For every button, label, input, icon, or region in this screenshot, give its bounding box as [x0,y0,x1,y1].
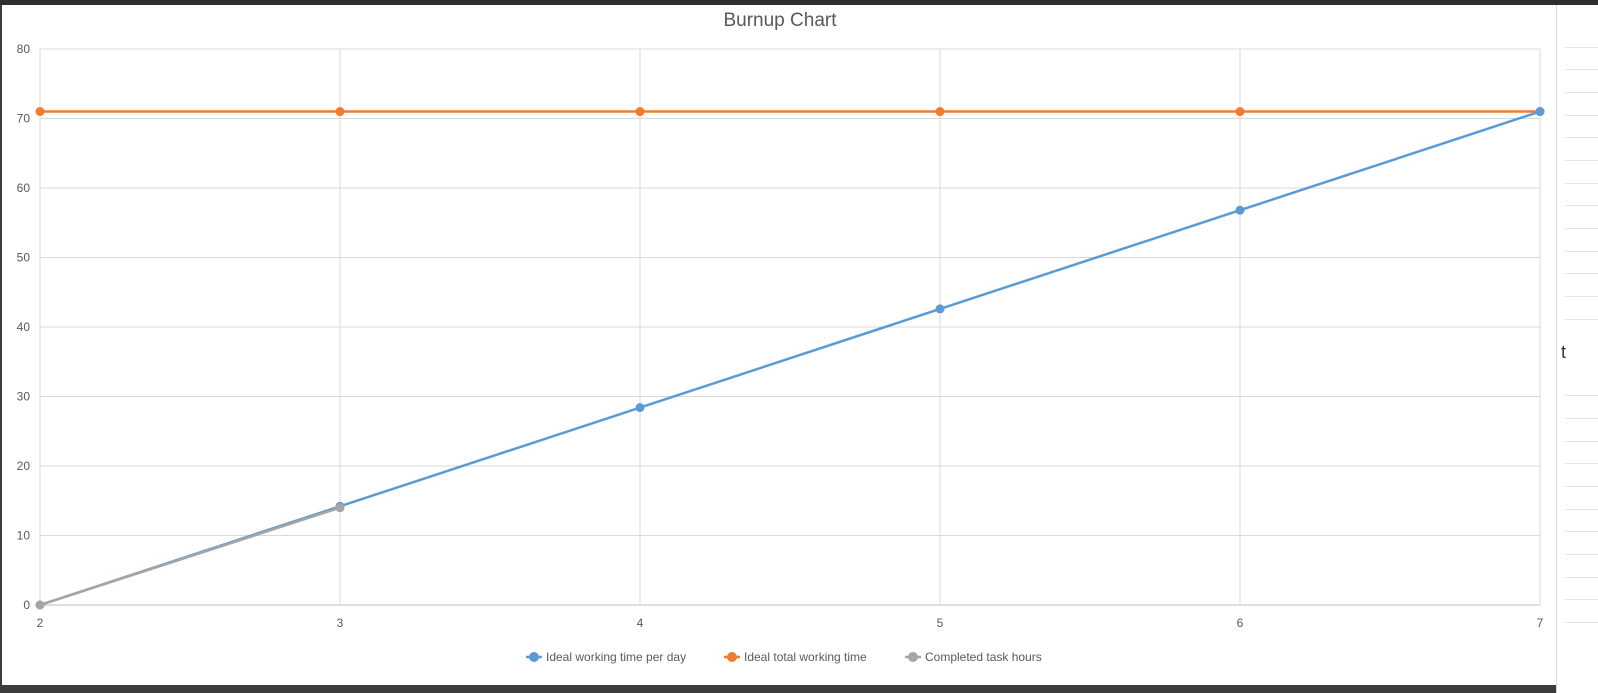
data-point-ideal-total-working-time[interactable] [1235,107,1245,117]
top-ruler [0,0,1598,5]
legend-label-ideal-total-working-time: Ideal total working time [744,650,867,664]
legend: Ideal working time per day Ideal total wo… [526,650,1042,664]
chart-area[interactable]: 0 10 20 30 40 50 60 70 80 2 3 4 5 6 7 Burnup Chart Ide… [2,5,1556,685]
y-tick-label: 60 [17,181,31,195]
series-layer [35,107,1545,610]
data-point-ideal-total-working-time[interactable] [935,107,945,117]
data-point-ideal-working-time-per-day[interactable] [1235,205,1245,215]
series-line-completed-task-hours[interactable] [39,506,341,607]
y-tick-label: 10 [17,529,31,543]
data-point-ideal-total-working-time[interactable] [635,107,645,117]
data-point-ideal-working-time-per-day[interactable] [635,403,645,413]
y-tick-label: 20 [17,459,31,473]
y-tick-label: 50 [17,251,31,265]
legend-label-ideal-working-time-per-day: Ideal working time per day [546,650,686,664]
y-tick-label: 0 [23,598,30,612]
chart-title: Burnup Chart [723,10,837,31]
data-point-completed-task-hours[interactable] [335,503,345,513]
x-tick-label: 7 [1537,616,1544,630]
x-tick-label: 5 [937,616,944,630]
x-tick-label: 4 [637,616,644,630]
data-point-ideal-total-working-time[interactable] [35,107,45,117]
legend-swatch-marker-ideal-total-working-time [727,652,737,662]
gutter-partial-text: t [1561,342,1567,362]
right-gutter [1556,5,1598,693]
x-tick-label: 6 [1237,616,1244,630]
axis-layer: 0 10 20 30 40 50 60 70 80 2 3 4 5 6 7 [17,42,1544,630]
legend-label-completed-task-hours: Completed task hours [925,650,1042,664]
data-point-completed-task-hours[interactable] [35,600,45,610]
legend-swatch-marker-ideal-working-time-per-day [529,652,539,662]
legend-swatch-marker-completed-task-hours [908,652,918,662]
y-tick-label: 80 [17,42,31,56]
grid-layer [39,48,1541,606]
burnup-chart: 0 10 20 30 40 50 60 70 80 2 3 4 5 6 7 Burnup Chart Ide… [17,10,1545,664]
x-tick-label: 2 [37,616,44,630]
data-point-ideal-working-time-per-day[interactable] [1535,107,1545,117]
data-point-ideal-working-time-per-day[interactable] [935,304,945,314]
y-tick-label: 70 [17,112,31,126]
data-point-ideal-total-working-time[interactable] [335,107,345,117]
x-tick-label: 3 [337,616,344,630]
y-tick-label: 40 [17,320,31,334]
y-tick-label: 30 [17,390,31,404]
